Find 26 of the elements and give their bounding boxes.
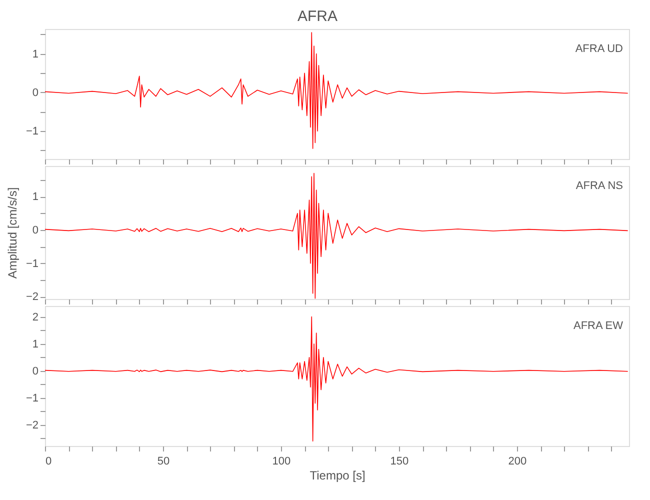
y-tick-label: 2 (32, 311, 38, 324)
x-tick-label: 50 (157, 456, 170, 468)
y-tick-label: 0 (32, 365, 38, 378)
y-tick-label: −1 (26, 126, 38, 138)
annotation: AFRA EW (573, 320, 624, 332)
x-tick-label: 100 (272, 456, 291, 468)
annotation: AFRA NS (576, 180, 623, 192)
chart-title: AFRA (297, 8, 338, 25)
y-tick-label: 1 (32, 338, 38, 350)
line-series (45, 32, 628, 149)
x-axis-title: Tiempo [s] (310, 468, 366, 482)
y-tick-label: 0 (32, 224, 38, 236)
y-tick-label: −1 (26, 258, 38, 270)
y-tick-label: 1 (32, 191, 38, 204)
y-tick-label: −2 (26, 291, 38, 304)
x-tick-label: 0 (46, 456, 52, 468)
y-tick-label: −2 (26, 419, 38, 432)
y-axis-title: Amplitud [cm/s/s] (6, 187, 20, 279)
x-tick-label: 200 (508, 456, 527, 468)
annotation: AFRA UD (575, 43, 624, 55)
y-tick-label: 1 (32, 48, 38, 60)
x-tick-label: 150 (390, 456, 409, 468)
line-series (45, 316, 628, 442)
y-tick-label: 0 (32, 86, 38, 99)
y-tick-label: −1 (26, 392, 38, 404)
line-series (45, 172, 628, 299)
